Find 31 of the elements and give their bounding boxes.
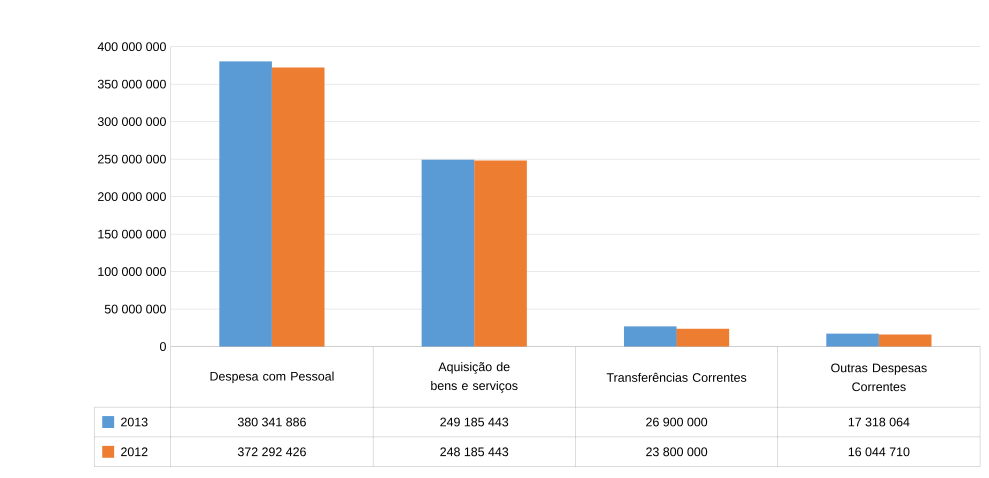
data-label: 380 341 886 [238, 418, 306, 427]
legend-label: 2013 [121, 418, 148, 427]
data-label: 23 800 000 [646, 448, 708, 456]
bar [826, 334, 879, 347]
y-tick-label: 350 000 000 [98, 80, 166, 89]
data-label: 16 044 710 [848, 448, 910, 456]
y-tick-label: 0 [160, 342, 166, 352]
data-label: 17 318 064 [848, 418, 910, 427]
data-label: 372 292 426 [238, 448, 306, 456]
y-tick-label: 50 000 000 [104, 304, 166, 314]
data-label: 249 185 443 [440, 418, 508, 427]
data-label: 248 185 443 [440, 448, 508, 456]
y-tick-label: 250 000 000 [98, 154, 166, 164]
legend-label: 2012 [121, 448, 148, 456]
x-tick-label: Transferências Correntes [606, 372, 746, 382]
bar [878, 334, 932, 347]
y-tick-label: 200 000 000 [98, 192, 166, 202]
x-tick-label: Despesa com Pessoal [210, 372, 334, 384]
bar [676, 328, 730, 347]
x-tick-label: Aquisição de bens e serviços [431, 362, 518, 393]
bar [474, 160, 527, 347]
x-tick-label: Outras Despesas Correntes [831, 364, 927, 392]
bar [624, 326, 677, 347]
y-tick-label: 150 000 000 [98, 230, 166, 239]
y-tick-label: 400 000 000 [98, 42, 166, 52]
bar [422, 160, 474, 347]
bar [219, 62, 272, 347]
bar [272, 68, 325, 347]
data-label: 26 900 000 [646, 418, 708, 427]
y-tick-label: 300 000 000 [98, 117, 166, 126]
y-tick-label: 100 000 000 [98, 267, 166, 276]
